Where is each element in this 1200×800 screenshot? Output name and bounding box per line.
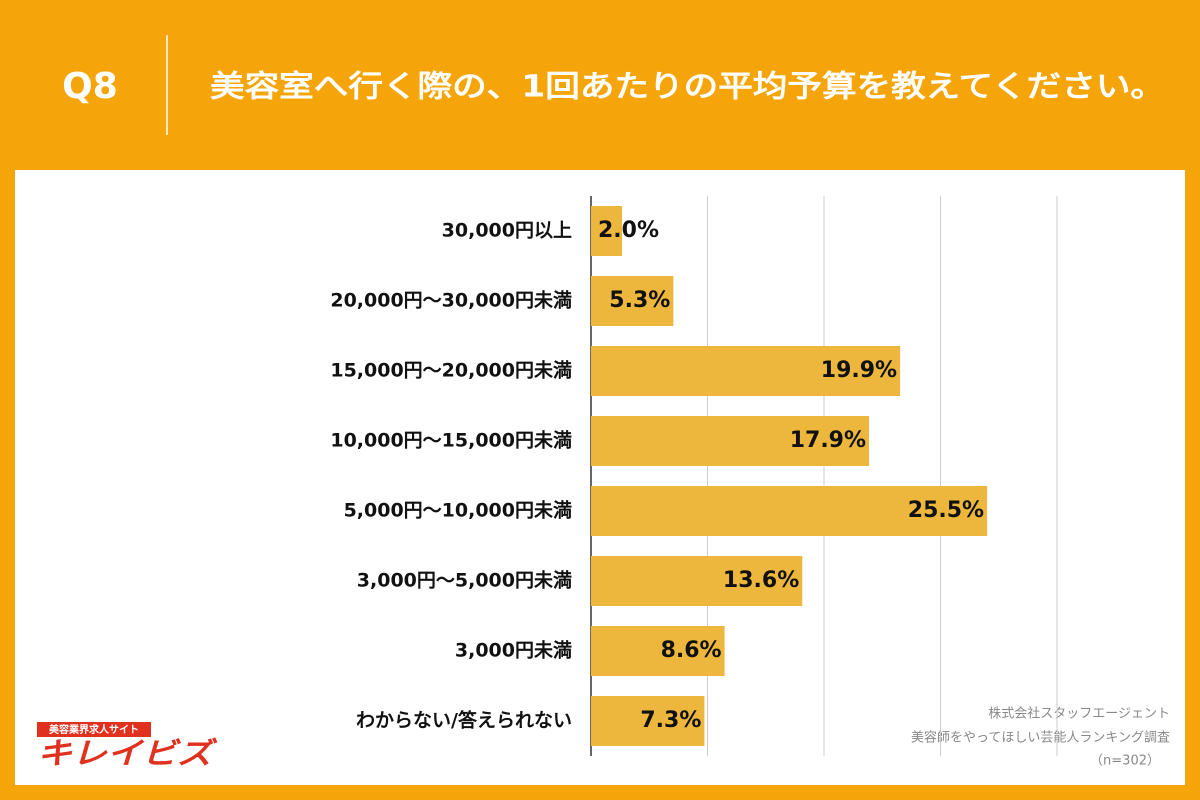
panel bbox=[15, 170, 1185, 785]
data-label: 2.0% bbox=[598, 218, 659, 243]
bar bbox=[591, 416, 870, 466]
bar bbox=[591, 556, 803, 606]
chart-title: 美容室へ行く際の、1回あたりの平均予算を教えてください。 bbox=[210, 70, 1165, 105]
data-label: 25.5% bbox=[908, 498, 984, 523]
y-tick-label: 10,000円〜15,000円未満 bbox=[330, 429, 572, 452]
bar bbox=[591, 206, 623, 256]
data-label: 8.6% bbox=[661, 638, 722, 663]
y-tick-label: 30,000円以上 bbox=[442, 220, 572, 242]
bar bbox=[591, 486, 988, 536]
source-line: 美容師をやってほしい芸能人ランキング調査 bbox=[911, 730, 1170, 746]
bar bbox=[591, 626, 725, 676]
y-tick-label: 20,000円〜30,000円未満 bbox=[330, 289, 572, 312]
y-tick-label: 15,000円〜20,000円未満 bbox=[330, 359, 572, 382]
data-label: 7.3% bbox=[640, 708, 701, 733]
bar bbox=[591, 276, 674, 326]
logo: キレイビズ bbox=[37, 737, 218, 772]
source-line: 株式会社スタッフエージェント bbox=[988, 706, 1170, 722]
data-label: 13.6% bbox=[723, 568, 799, 593]
y-tick-label: 3,000円〜5,000円未満 bbox=[357, 569, 572, 592]
question-number: Q8 bbox=[62, 66, 118, 107]
y-tick-label: わからない/答えられない bbox=[356, 709, 572, 732]
data-label: 5.3% bbox=[609, 288, 670, 313]
y-tick-label: 3,000円未満 bbox=[455, 639, 572, 662]
data-label: 17.9% bbox=[790, 428, 866, 453]
bar bbox=[591, 696, 705, 746]
source-line: （n=302） bbox=[1090, 754, 1160, 769]
y-tick-label: 5,000円〜10,000円未満 bbox=[344, 499, 572, 522]
data-label: 19.9% bbox=[821, 358, 897, 383]
logo-tag-box bbox=[37, 722, 151, 737]
bar bbox=[591, 346, 901, 396]
logo-tagline: 美容業界求人サイト bbox=[49, 723, 139, 736]
